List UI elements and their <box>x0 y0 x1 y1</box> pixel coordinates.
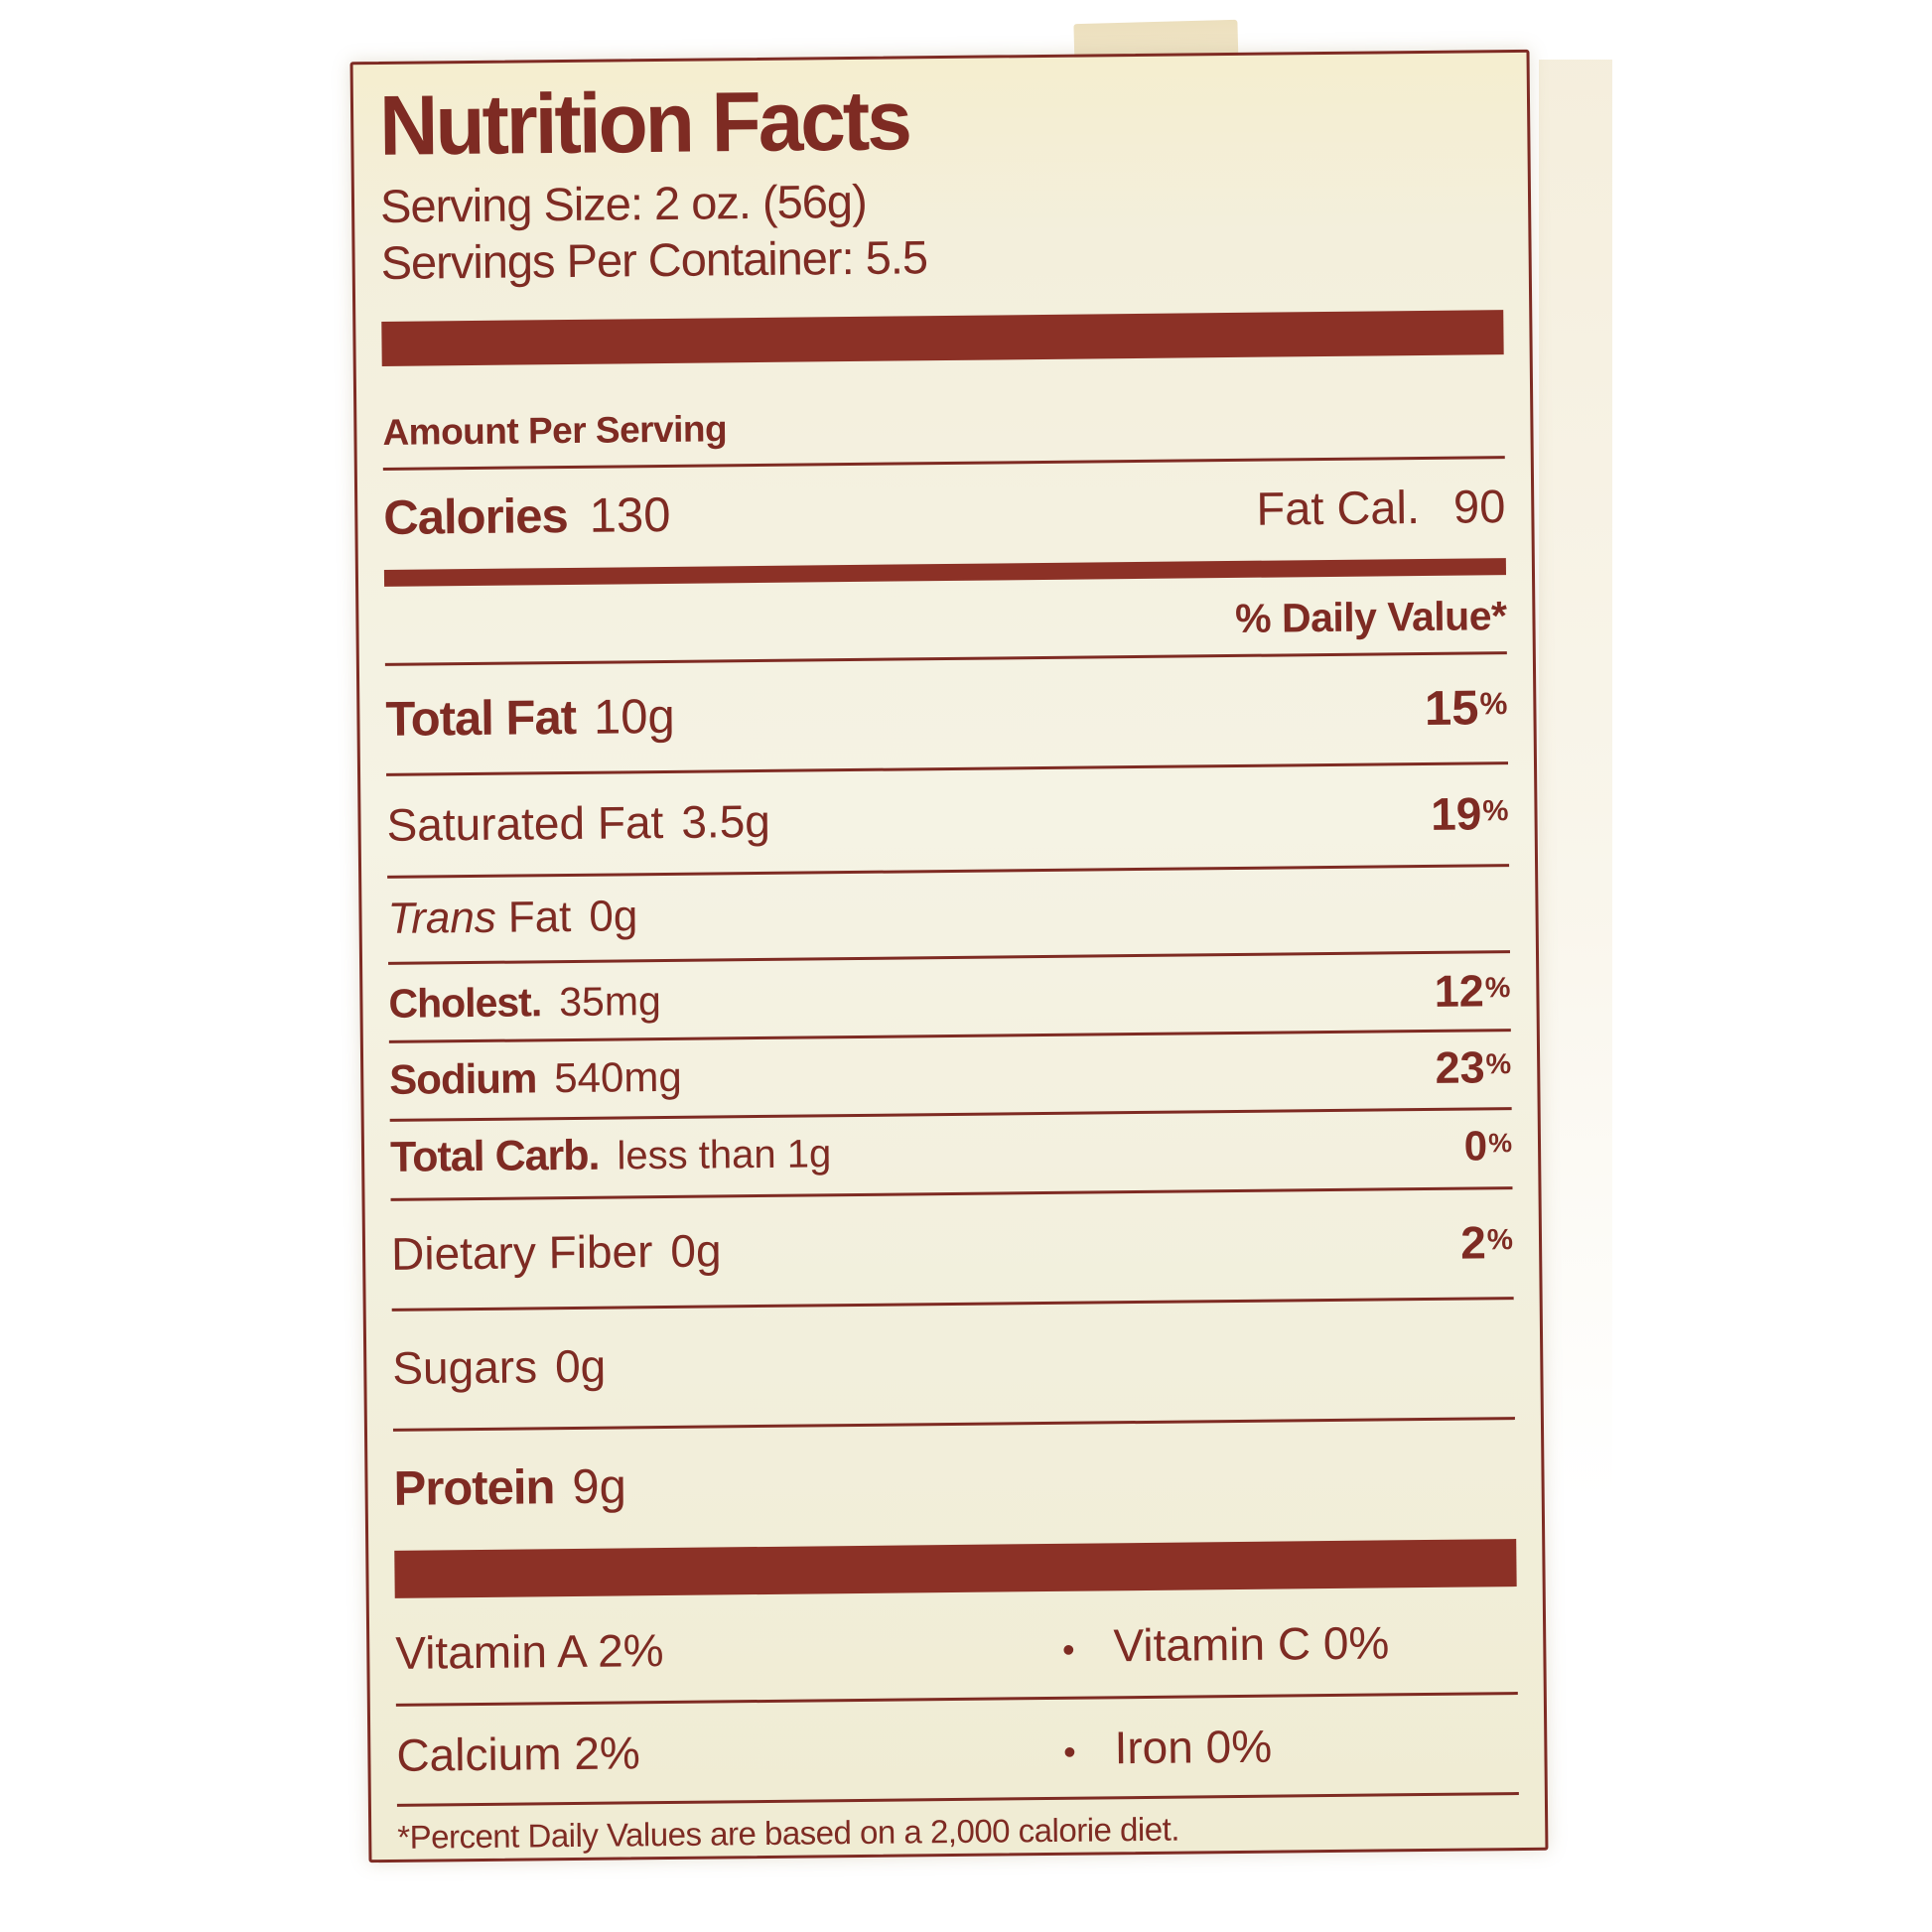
total-carb-dv: 0% <box>1463 1122 1513 1170</box>
sodium-label: Sodium <box>389 1054 537 1103</box>
fat-calories-label: Fat Cal. <box>1256 480 1421 535</box>
total-carb-value: less than 1g <box>617 1132 832 1178</box>
dietary-fiber-row: Dietary Fiber 0g 2% <box>391 1189 1514 1309</box>
calories-row: Calories 130 Fat Cal. 90 <box>383 459 1506 570</box>
vitamin-a: Vitamin A 2% <box>395 1623 664 1679</box>
sodium-row: Sodium 540mg 23% <box>389 1032 1512 1119</box>
trans-fat-row: Trans Fat 0g <box>387 867 1510 962</box>
label-title: Nutrition Facts <box>378 73 910 174</box>
sodium-dv: 23% <box>1435 1041 1512 1093</box>
calcium: Calcium 2% <box>396 1726 641 1781</box>
cholesterol-label: Cholest. <box>388 979 542 1027</box>
saturated-fat-row: Saturated Fat 3.5g 19% <box>386 764 1509 876</box>
bullet-separator: • <box>1062 1730 1076 1772</box>
trans-fat-label-italic: Trans <box>387 893 497 943</box>
separator-bar-thick-top <box>381 309 1504 366</box>
vitamin-row-2: Calcium 2% • Iron 0% <box>396 1695 1519 1804</box>
trans-fat-label: Fat <box>507 892 572 942</box>
total-fat-label: Total Fat <box>385 690 577 747</box>
vitamin-row-1: Vitamin A 2% • Vitamin C 0% <box>395 1587 1518 1704</box>
vitamin-c: Vitamin C 0% <box>1113 1616 1390 1672</box>
sugars-label: Sugars <box>392 1340 538 1394</box>
cholesterol-dv: 12% <box>1434 965 1511 1017</box>
saturated-fat-label: Saturated Fat <box>386 795 664 851</box>
sugars-value: 0g <box>554 1339 607 1392</box>
cholesterol-row: Cholest. 35mg 12% <box>388 953 1511 1040</box>
trans-fat-value: 0g <box>589 892 638 941</box>
saturated-fat-value: 3.5g <box>681 794 771 848</box>
total-fat-dv: 15% <box>1424 681 1508 736</box>
calories-label: Calories <box>383 488 568 545</box>
saturated-fat-dv: 19% <box>1430 787 1509 840</box>
dietary-fiber-dv: 2% <box>1459 1216 1514 1269</box>
nutrition-facts-label: Nutrition Facts Serving Size: 2 oz. (56g… <box>349 49 1549 1863</box>
daily-value-header: % Daily Value* <box>1234 592 1507 641</box>
servings-per-container-line: Servings Per Container: 5.5 <box>380 230 928 290</box>
total-carb-row: Total Carb. less than 1g 0% <box>390 1110 1513 1198</box>
sugars-row: Sugars 0g <box>392 1300 1515 1429</box>
daily-values-footnote: *Percent Daily Values are based on a 2,0… <box>397 1810 1180 1856</box>
package-edge-right <box>1539 60 1612 1499</box>
protein-row: Protein 9g <box>393 1420 1516 1545</box>
iron: Iron 0% <box>1114 1720 1273 1774</box>
protein-label: Protein <box>393 1459 555 1516</box>
bullet-separator: • <box>1061 1628 1075 1670</box>
total-carb-label: Total Carb. <box>389 1131 600 1181</box>
calories-value: 130 <box>589 487 671 543</box>
serving-info: Serving Size: 2 oz. (56g) Servings Per C… <box>380 166 1503 291</box>
total-fat-row: Total Fat 10g 15% <box>385 654 1508 773</box>
cholesterol-value: 35mg <box>558 977 662 1025</box>
fat-calories-value: 90 <box>1452 479 1506 533</box>
dietary-fiber-label: Dietary Fiber <box>390 1224 653 1280</box>
dietary-fiber-value: 0g <box>670 1224 722 1277</box>
protein-value: 9g <box>572 1459 627 1514</box>
sodium-value: 540mg <box>554 1052 682 1101</box>
total-fat-value: 10g <box>593 689 676 745</box>
